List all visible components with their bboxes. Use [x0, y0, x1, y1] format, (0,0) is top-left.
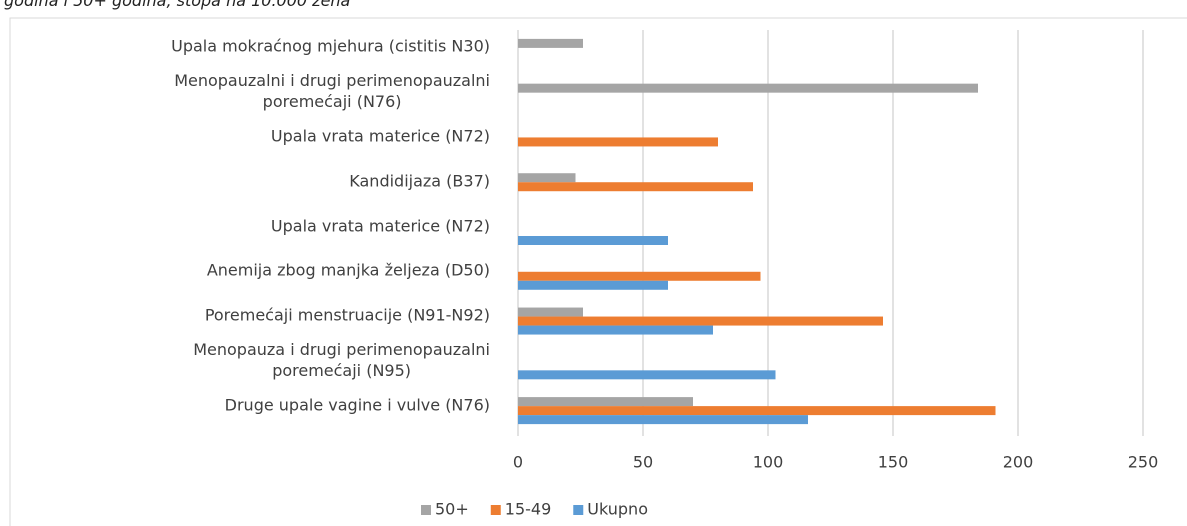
x-tick-label: 150: [878, 453, 909, 472]
x-tick-label: 0: [513, 453, 523, 472]
y-tick-label: Poremećaji menstruacije (N91-N92): [204, 305, 490, 325]
y-tick-label: Upala vrata materice (N72): [270, 126, 490, 146]
y-tick-label: Upala mokraćnog mjehura (cistitis N30): [171, 36, 490, 56]
bar: [518, 307, 583, 317]
bar: [518, 173, 576, 183]
bar: [518, 406, 996, 416]
bar: [518, 397, 693, 407]
legend-label: Ukupno: [587, 500, 648, 519]
bar: [518, 137, 718, 147]
bar: [518, 325, 713, 335]
y-tick-label: Druge upale vagine i vulve (N76): [224, 395, 490, 415]
legend-swatch: [573, 505, 584, 515]
y-tick-label: Upala vrata materice (N72): [270, 216, 490, 235]
x-tick-label: 50: [633, 453, 653, 472]
chart-frame: [9, 17, 1187, 526]
subtitle: godina i 50+ godina, stopa na 10.000 žen…: [4, 0, 351, 10]
bar: [518, 182, 753, 192]
bar: [518, 236, 668, 245]
bar: [518, 271, 761, 281]
bar: [518, 370, 776, 380]
legend-label: 50+: [435, 500, 469, 519]
bar: [518, 415, 808, 425]
bar: [518, 316, 883, 326]
x-tick-label: 100: [753, 453, 784, 472]
legend-label: 15-49: [505, 500, 552, 519]
x-tick-label: 200: [1003, 453, 1034, 472]
bar: [518, 38, 583, 48]
legend-swatch: [421, 505, 431, 515]
y-tick-label: Anemija zbog manjka željeza (D50): [206, 260, 490, 280]
bar: [518, 83, 978, 93]
y-tick-label: Menopauzalni i drugi perimenopauzalni po…: [174, 71, 490, 112]
x-tick-label: 250: [1128, 453, 1159, 472]
y-tick-label: Kandidijaza (B37): [349, 171, 490, 191]
y-tick-label: Menopauza i drugi perimenopauzalni porem…: [193, 339, 490, 380]
bar: [518, 280, 668, 290]
legend-swatch: [490, 505, 501, 515]
